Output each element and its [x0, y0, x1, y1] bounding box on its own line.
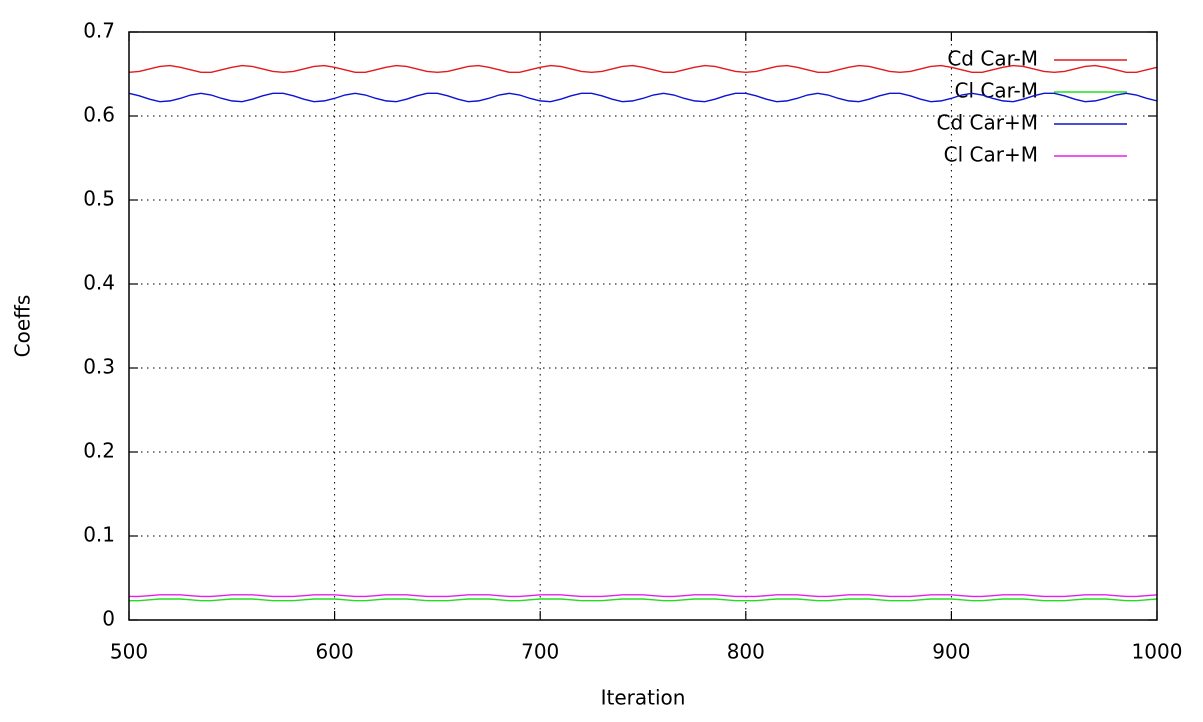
legend-label: Cd Car-M — [947, 47, 1038, 71]
legend-label: Cl Car+M — [944, 143, 1038, 167]
y-tick-label: 0.5 — [83, 187, 115, 211]
x-axis-label: Iteration — [601, 686, 686, 710]
legend-label: Cd Car+M — [937, 111, 1038, 135]
y-tick-label: 0.4 — [83, 271, 115, 295]
y-tick-label: 0.3 — [83, 355, 115, 379]
y-tick-label: 0.1 — [83, 523, 115, 547]
data-line — [129, 594, 1158, 598]
data-line — [128, 92, 1158, 103]
y-tick-label: 0.7 — [83, 19, 115, 43]
plot-frame — [128, 31, 1158, 621]
y-tick-label: 0.6 — [83, 103, 115, 127]
data-line — [129, 598, 1158, 602]
x-tick-label: 700 — [521, 640, 559, 664]
x-tick-label: 500 — [110, 640, 148, 664]
x-tick-label: 800 — [727, 640, 765, 664]
x-tick-label: 600 — [316, 640, 354, 664]
x-tick-label: 900 — [932, 640, 970, 664]
data-line — [128, 64, 1158, 74]
y-tick-label: 0 — [102, 607, 115, 631]
y-axis-label: Coeffs — [11, 295, 35, 358]
y-tick-label: 0.2 — [83, 439, 115, 463]
x-tick-label: 1000 — [1132, 640, 1183, 664]
